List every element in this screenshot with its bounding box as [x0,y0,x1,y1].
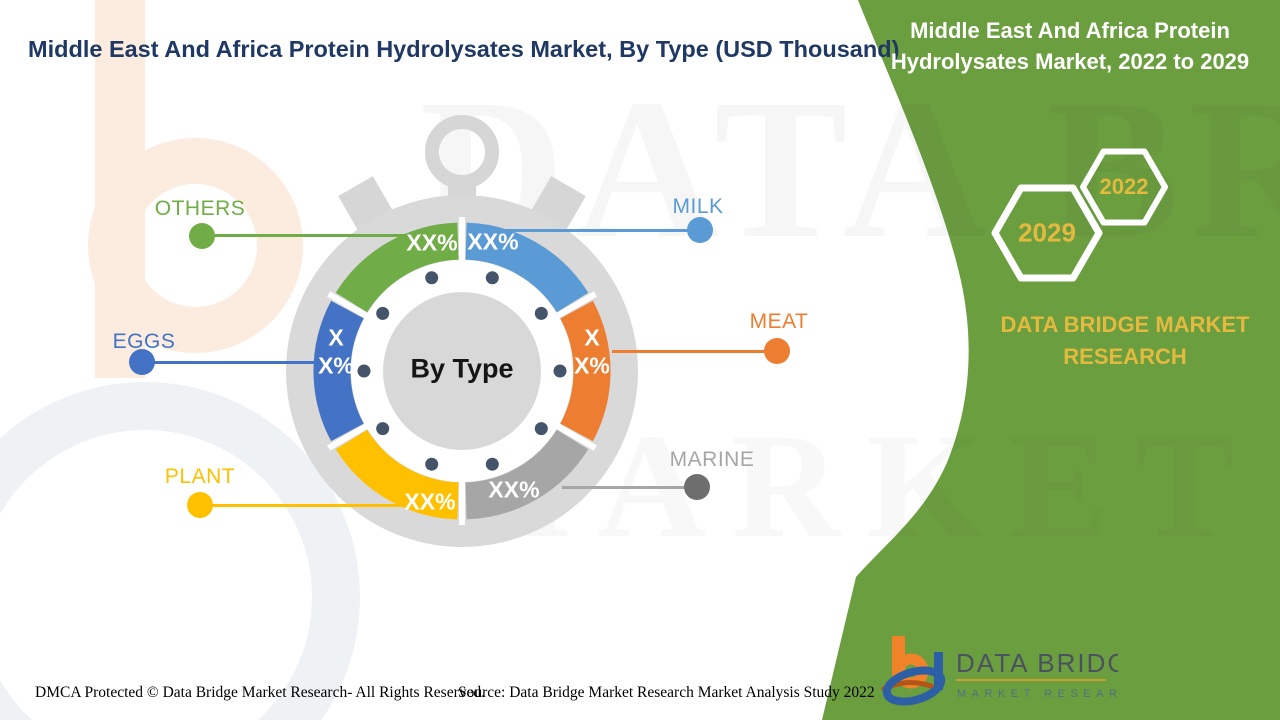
segment-separator [553,291,597,321]
segment-meat [560,300,611,442]
legend-dot-meat [764,338,790,364]
dial-tick-dots [357,271,567,471]
banner-title: Middle East And Africa Protein Hydrolysa… [890,18,1250,75]
segment-value-marine: XX% [488,476,540,503]
dial-center-disc [383,292,541,450]
legend-label-eggs: EGGS [112,330,176,353]
donut-segments [313,222,611,520]
segment-milk [464,222,589,313]
hexagon-year-2029: 2029 [1018,217,1076,248]
legend-dot-marine [684,474,710,500]
footer-dmca-text: DMCA Protected © Data Bridge Market Rese… [35,684,485,701]
footer-source-text: Source: Data Bridge Market Research Mark… [458,684,875,701]
tick-dot [376,306,390,320]
logo-subtext: MARKET RESEARCH [957,688,1118,700]
legend-dot-others [189,223,215,249]
leader-line-plant [200,504,430,507]
hexagon-2029 [991,184,1103,282]
leader-line-meat [612,350,777,353]
legend-dot-milk [687,217,713,243]
legend-dot-eggs [129,349,155,375]
segment-value-others: XX% [406,229,458,256]
leader-line-others [202,234,433,237]
tick-dot [485,271,499,285]
legend-label-plant: PLANT [164,465,236,488]
leader-line-marine [562,486,697,489]
segment-separators [327,217,597,525]
legend-dot-plant [187,492,213,518]
tick-dot [357,364,371,378]
segment-value-meat: XX% [574,324,610,378]
segment-separator [553,421,597,451]
leader-line-eggs [142,361,338,364]
legend-label-meat: MEAT [749,310,809,333]
segment-plant [335,429,460,520]
logo-wordmark: DATA BRIDGE [956,648,1118,678]
legend-label-others: OTHERS [154,197,246,220]
tick-dot [534,306,548,320]
segment-value-eggs: XX% [318,324,354,378]
brand-name: DATA BRIDGE MARKET RESEARCH [1000,312,1250,369]
segment-value-milk: XX% [467,228,519,255]
segment-marine [464,429,589,520]
leader-line-milk [505,229,700,232]
stopwatch-crown-ring [425,115,499,189]
tick-dot [425,457,439,471]
tick-dot [534,422,548,436]
hexagon-year-2022: 2022 [1099,174,1149,199]
tick-dot [425,271,439,285]
green-panel-shape [822,0,1280,720]
segment-eggs [313,300,364,442]
chart-center-label: By Type [410,353,514,384]
segment-separator [327,421,371,451]
legend-label-milk: MILK [672,195,724,218]
tick-dot [485,457,499,471]
segment-others [335,222,460,313]
tick-dot [376,422,390,436]
logo-d-stem [934,652,943,690]
hexagon-2022 [1080,148,1168,226]
segment-separator [327,291,371,321]
tick-dot [553,364,567,378]
legend-label-marine: MARINE [669,448,755,471]
segment-value-plant: XX% [404,488,456,515]
page-title: Middle East And Africa Protein Hydrolysa… [28,36,900,62]
data-bridge-logo: DATA BRIDGE MARKET RESEARCH [880,636,1118,706]
